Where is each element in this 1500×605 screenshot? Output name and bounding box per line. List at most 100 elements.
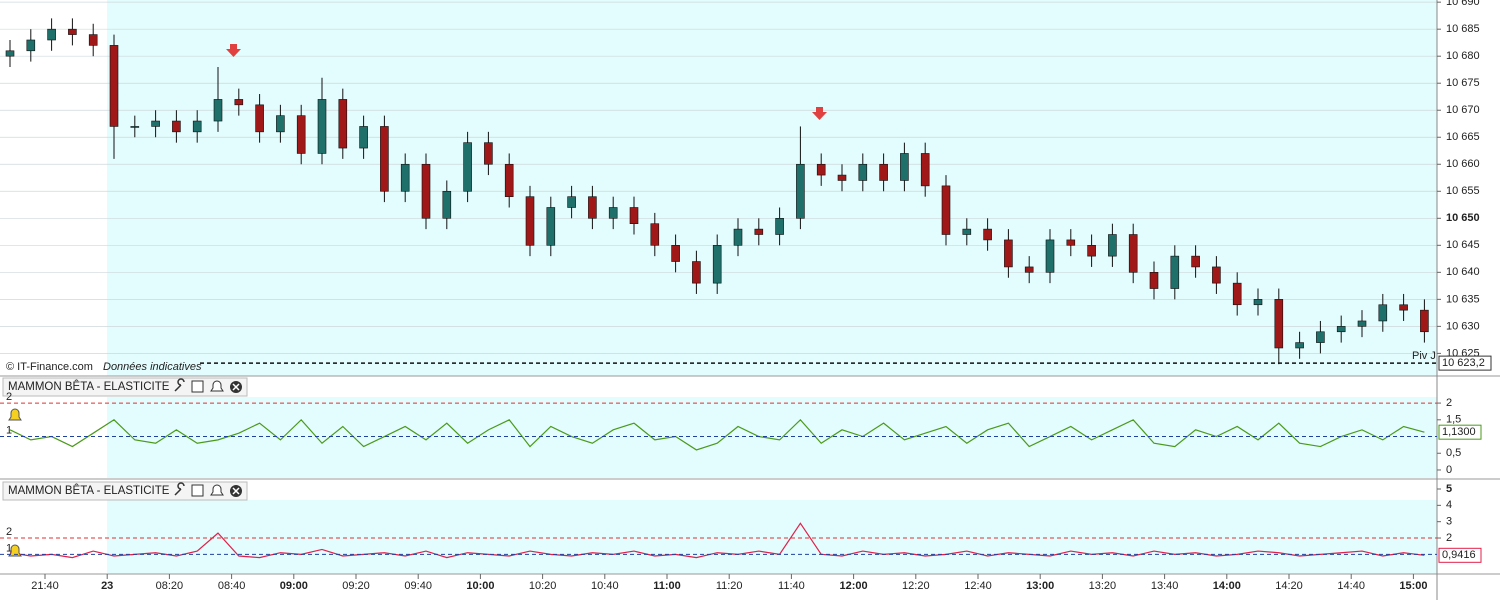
x-tick-label: 12:20 xyxy=(902,580,930,592)
candle-body xyxy=(68,28,77,35)
candle-body xyxy=(1336,326,1346,333)
x-tick-label: 15:00 xyxy=(1399,580,1427,592)
y-tick-label: 10 630 xyxy=(1446,320,1480,332)
candle-body xyxy=(484,142,493,165)
indicator-header: MAMMON BÊTA - ELASTICITE xyxy=(2,481,248,557)
candle-body xyxy=(1399,304,1408,311)
y-tick-label: 10 690 xyxy=(1446,0,1480,8)
candle-body xyxy=(317,99,327,154)
candle-body xyxy=(151,120,160,127)
y-tick-label: 5 xyxy=(1446,483,1452,495)
candle-body xyxy=(1024,266,1034,273)
candle-body xyxy=(588,196,597,219)
level-label: 2 xyxy=(6,526,12,538)
x-tick-label: 14:40 xyxy=(1337,580,1365,592)
session-shade xyxy=(107,500,1437,574)
copyright: © IT-Finance.com xyxy=(6,361,93,373)
candle-body xyxy=(900,153,909,181)
close-glyph xyxy=(232,383,240,391)
y-tick-label: 10 660 xyxy=(1446,158,1480,170)
y-tick-label: 2 xyxy=(1446,532,1452,544)
y-tick-label: 10 635 xyxy=(1446,293,1480,305)
candle-body xyxy=(546,207,556,246)
candle-body xyxy=(192,120,202,133)
settings-icon[interactable] xyxy=(174,378,185,392)
plot xyxy=(5,18,1429,559)
level-label: 1 xyxy=(6,424,12,436)
level-label: 1 xyxy=(6,542,12,554)
y-tick-label: 10 655 xyxy=(1446,185,1480,197)
x-tick-label: 13:00 xyxy=(1026,580,1054,592)
candle-body xyxy=(276,115,285,133)
candle-body xyxy=(962,228,972,235)
x-tick-label: 08:20 xyxy=(156,580,184,592)
y-tick-label: 10 685 xyxy=(1446,23,1480,35)
y-tick-label: 10 670 xyxy=(1446,104,1480,116)
candle-body xyxy=(920,153,930,187)
candle-body xyxy=(442,190,452,219)
indicator-title: MAMMON BÊTA - ELASTICITE xyxy=(8,484,170,497)
bell-icon[interactable] xyxy=(8,408,22,421)
candle-body xyxy=(1253,299,1263,306)
candle-body xyxy=(130,126,140,128)
last-value-label: 1,1300 xyxy=(1442,426,1476,438)
candle-body xyxy=(1274,299,1284,349)
candle-body xyxy=(1045,239,1055,273)
y-tick-label: 10 650 xyxy=(1446,212,1480,224)
candle-body xyxy=(567,196,576,208)
y-tick-label: 1,5 xyxy=(1446,414,1461,426)
pivot-name: Piv J xyxy=(1412,350,1436,362)
settings-icon[interactable] xyxy=(174,482,185,496)
candle-body xyxy=(234,99,244,106)
signal-arrow xyxy=(226,44,241,57)
candle-body xyxy=(1295,342,1304,349)
y-tick-label: 10 675 xyxy=(1446,77,1480,89)
candle-body xyxy=(692,261,701,284)
candle-body xyxy=(26,39,36,52)
alert-icon[interactable] xyxy=(210,484,224,496)
x-tick-label: 09:20 xyxy=(342,580,370,592)
candle-body xyxy=(650,223,660,246)
candle-body xyxy=(1212,266,1221,284)
indicator-line xyxy=(9,522,1425,559)
y-tick-label: 4 xyxy=(1446,499,1452,511)
candle-body xyxy=(1378,304,1388,322)
last-value-box xyxy=(1438,547,1482,563)
candle-body xyxy=(88,34,98,46)
candle-body xyxy=(1004,239,1013,268)
window-icon[interactable] xyxy=(191,380,204,393)
x-tick-label: 10:40 xyxy=(591,580,619,592)
alert-icon[interactable] xyxy=(210,380,224,392)
pivot-label: 10 623,2 xyxy=(1442,357,1485,369)
window-icon[interactable] xyxy=(191,484,204,497)
x-tick-label: 12:40 xyxy=(964,580,992,592)
candle-body xyxy=(941,185,951,235)
x-tick-label: 23 xyxy=(101,580,113,592)
session-shade xyxy=(107,0,1437,376)
last-value-label: 0,9416 xyxy=(1442,549,1476,561)
candle-body xyxy=(712,245,722,284)
x-tick-label: 11:00 xyxy=(653,580,681,592)
candle-body xyxy=(296,115,306,154)
candle-body xyxy=(1191,255,1200,268)
indicator-header: MAMMON BÊTA - ELASTICITE xyxy=(2,377,248,421)
candle-body xyxy=(1420,309,1429,333)
x-tick-label: 09:00 xyxy=(280,580,308,592)
candle-body xyxy=(1232,282,1242,306)
candle-body xyxy=(775,217,784,235)
y-tick-label: 10 640 xyxy=(1446,266,1480,278)
y-tick-label: 10 680 xyxy=(1446,50,1480,62)
header-box xyxy=(2,481,248,501)
candle-body xyxy=(421,163,431,219)
candle-body xyxy=(400,163,410,192)
candle-body xyxy=(671,245,680,262)
candle-body xyxy=(816,163,826,176)
disclaimer: Données indicatives xyxy=(103,361,202,373)
bell-icon[interactable] xyxy=(8,544,22,557)
level-label: 2 xyxy=(6,391,12,403)
pivot-box xyxy=(1438,355,1492,371)
candle-body xyxy=(629,207,639,225)
y-tick-label: 0 xyxy=(1446,464,1452,476)
candle-body xyxy=(172,120,181,133)
